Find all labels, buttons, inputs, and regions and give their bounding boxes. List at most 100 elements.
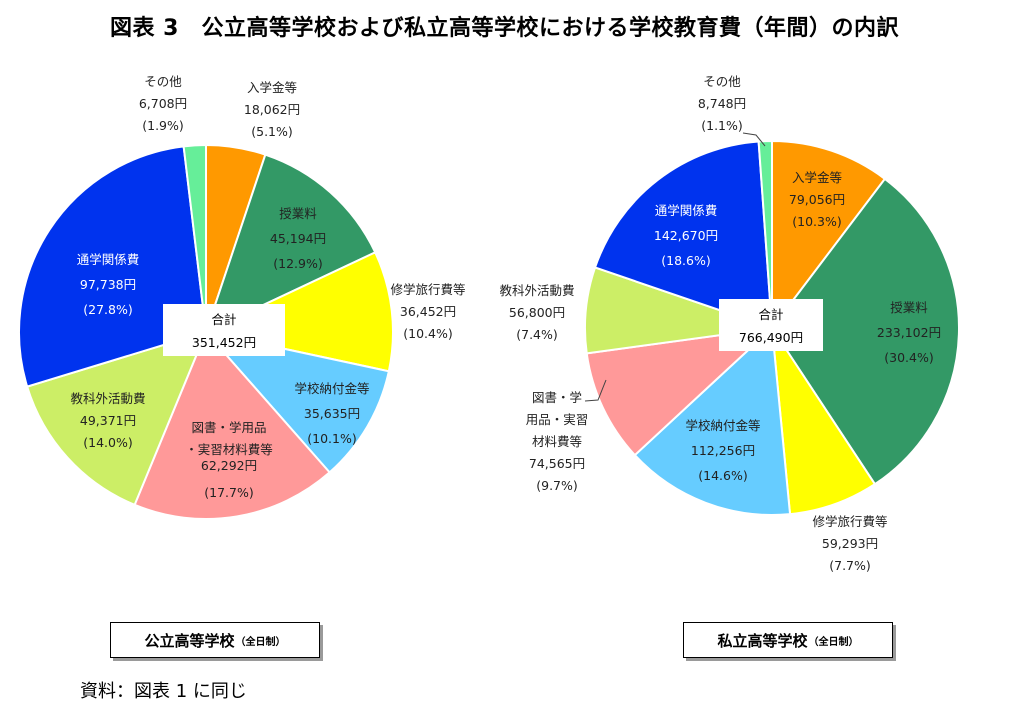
public-label-tuition: 授業料 45,194円 (12.9%)	[270, 206, 326, 271]
public-label-school-fee-name: 学校納付金等	[294, 381, 369, 396]
public-label-trip-name: 修学旅行費等	[390, 282, 465, 297]
private-label-commute: 通学関係費 142,670円 (18.6%)	[654, 203, 718, 268]
public-slice-commute	[18, 145, 208, 388]
private-label-school-fee: 学校納付金等 112,256円 (14.6%)	[685, 418, 760, 483]
public-label-other-value: 6,708円	[139, 96, 187, 111]
private-slice-entrance	[771, 139, 887, 331]
public-label-extracurricular-value: 49,371円	[80, 413, 136, 428]
private-slice-books	[585, 326, 776, 457]
public-label-other-percent: (1.9%)	[142, 118, 184, 133]
private-other-leader-line	[742, 132, 766, 147]
public-total-box-bg	[163, 304, 285, 356]
private-label-trip: 修学旅行費等 59,293円 (7.7%)	[812, 514, 887, 573]
public-label-tuition-percent: (12.9%)	[273, 256, 322, 271]
public-school-name-sub: （全日制）	[235, 636, 286, 648]
public-total-box: 合計 351,452円	[163, 304, 285, 356]
private-label-books-name-3: 材料費等	[532, 434, 582, 449]
public-label-commute-value: 97,738円	[80, 277, 136, 292]
public-school-label-box: 公立高等学校 （全日制）	[110, 622, 320, 658]
private-pie-chart: 入学金等 79,056円 (10.3%) 授業料 233,102円 (30.4%) 修学旅行…	[499, 74, 960, 573]
public-label-extracurricular-percent: (14.0%)	[83, 435, 132, 450]
private-label-trip-percent: (7.7%)	[829, 558, 871, 573]
public-label-books-name-2: ・実習材料費等	[185, 442, 273, 457]
private-label-trip-name: 修学旅行費等	[812, 514, 887, 529]
private-label-extracurricular: 教科外活動費 56,800円 (7.4%)	[499, 283, 574, 342]
source-note: 資料：図表 1 に同じ	[80, 681, 247, 702]
public-label-school-fee: 学校納付金等 35,635円 (10.1%)	[294, 381, 369, 446]
public-label-trip: 修学旅行費等 36,452円 (10.4%)	[390, 282, 465, 341]
private-books-leader-line	[584, 379, 607, 402]
public-label-other-name: その他	[144, 74, 182, 89]
private-slice-school-fee	[633, 325, 792, 516]
private-label-extracurricular-value: 56,800円	[509, 305, 565, 320]
private-label-entrance-value: 79,056円	[789, 192, 845, 207]
public-label-trip-value: 36,452円	[400, 304, 456, 319]
public-label-school-fee-percent: (10.1%)	[307, 431, 356, 446]
public-label-books-name-1: 図書・学用品	[191, 420, 266, 435]
private-label-tuition: 授業料 233,102円 (30.4%)	[877, 300, 941, 365]
private-label-commute-name: 通学関係費	[655, 203, 718, 218]
private-label-books-value: 74,565円	[529, 456, 585, 471]
public-total-value: 351,452円	[192, 335, 256, 350]
public-label-other: その他 6,708円 (1.9%)	[139, 74, 187, 133]
public-label-books-percent: (17.7%)	[204, 485, 253, 500]
private-label-other-name: その他	[703, 74, 741, 89]
public-pie-chart: 入学金等 18,062円 (5.1%) 授業料 45,194円 (12.9%) 修学旅行費等…	[18, 74, 466, 520]
public-total-label: 合計	[211, 312, 236, 327]
public-label-commute: 通学関係費 97,738円 (27.8%)	[77, 252, 140, 317]
private-label-school-fee-name: 学校納付金等	[685, 418, 760, 433]
public-slice-school-fee	[203, 330, 391, 474]
public-slice-other	[182, 143, 207, 333]
private-label-entrance-name: 入学金等	[792, 170, 842, 185]
private-slice-commute	[593, 140, 774, 330]
private-label-tuition-value: 233,102円	[877, 325, 941, 340]
private-label-books: 図書・学用品・実習材料費等 74,565円 (9.7%)	[526, 390, 589, 493]
public-slice-tuition	[204, 153, 377, 334]
public-label-tuition-value: 45,194円	[270, 231, 326, 246]
public-label-entrance: 入学金等 18,062円 (5.1%)	[244, 80, 300, 139]
public-label-commute-name: 通学関係費	[77, 252, 140, 267]
private-label-commute-percent: (18.6%)	[661, 253, 710, 268]
public-label-school-fee-value: 35,635円	[304, 406, 360, 421]
private-label-books-percent: (9.7%)	[536, 478, 578, 493]
private-label-other-percent: (1.1%)	[701, 118, 743, 133]
public-label-trip-percent: (10.4%)	[403, 326, 452, 341]
private-label-trip-value: 59,293円	[822, 536, 878, 551]
private-label-tuition-name: 授業料	[890, 300, 928, 315]
public-label-entrance-name: 入学金等	[247, 80, 297, 95]
public-label-extracurricular-name: 教科外活動費	[70, 391, 145, 406]
public-slice-extracurricular	[25, 330, 208, 507]
private-total-box-bg	[719, 299, 823, 351]
chart-title: 図表 3 公立高等学校および私立高等学校における学校教育費（年間）の内訳	[110, 16, 899, 41]
public-label-entrance-value: 18,062円	[244, 102, 300, 117]
private-label-other: その他 8,748円 (1.1%)	[698, 74, 746, 133]
private-label-books-name-1: 図書・学	[532, 390, 582, 405]
private-school-label-box: 私立高等学校 （全日制）	[683, 622, 893, 658]
public-label-books-value: 62,292円	[201, 458, 257, 473]
private-label-tuition-percent: (30.4%)	[884, 350, 933, 365]
private-label-school-fee-percent: (14.6%)	[698, 468, 747, 483]
private-total-label: 合計	[758, 307, 783, 322]
private-label-commute-value: 142,670円	[654, 228, 718, 243]
public-school-name: 公立高等学校	[144, 631, 235, 650]
private-total-box: 合計 766,490円	[719, 299, 823, 351]
public-label-extracurricular: 教科外活動費 49,371円 (14.0%)	[70, 391, 145, 450]
public-label-entrance-percent: (5.1%)	[251, 124, 293, 139]
public-label-tuition-name: 授業料	[279, 206, 317, 221]
private-label-other-value: 8,748円	[698, 96, 746, 111]
private-label-school-fee-value: 112,256円	[691, 443, 755, 458]
private-total-value: 766,490円	[739, 330, 803, 345]
private-school-name-sub: （全日制）	[808, 636, 859, 648]
private-slice-other	[757, 139, 773, 329]
private-label-extracurricular-name: 教科外活動費	[499, 283, 574, 298]
private-label-extracurricular-percent: (7.4%)	[516, 327, 558, 342]
private-label-entrance-percent: (10.3%)	[792, 214, 841, 229]
private-slice-tuition	[770, 177, 960, 486]
public-slice-books	[133, 330, 331, 520]
public-label-commute-percent: (27.8%)	[83, 302, 132, 317]
private-school-name: 私立高等学校	[717, 631, 808, 650]
private-label-books-name-2: 用品・実習	[526, 412, 589, 427]
private-label-entrance: 入学金等 79,056円 (10.3%)	[789, 170, 845, 229]
